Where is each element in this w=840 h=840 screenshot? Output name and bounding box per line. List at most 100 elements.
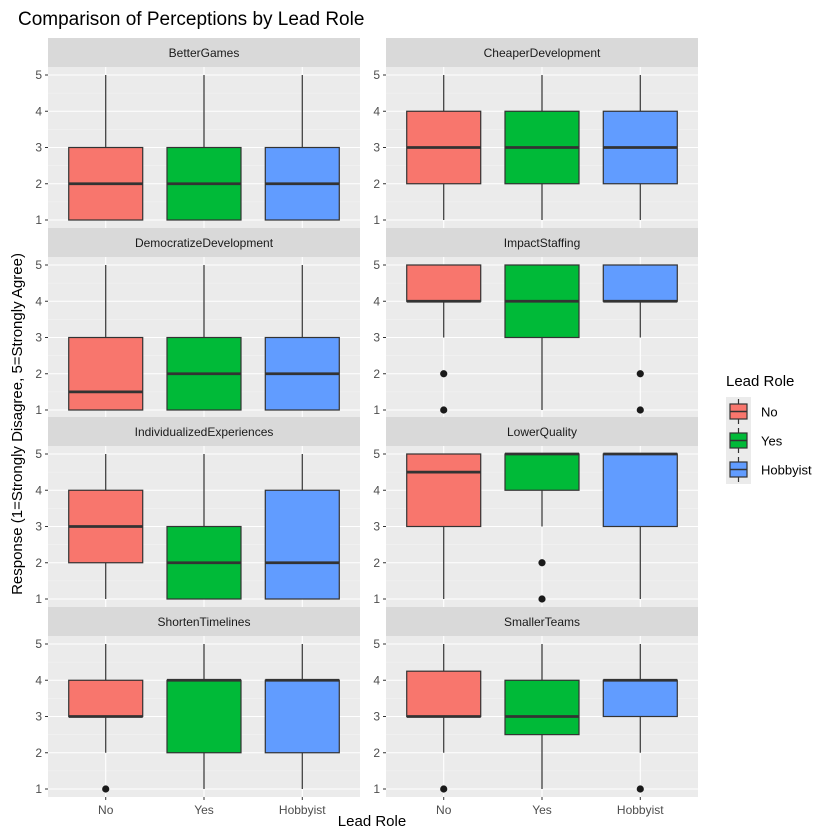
y-tick-label: 4 [35, 104, 42, 118]
y-tick-label: 5 [35, 258, 42, 272]
outlier-point [102, 785, 110, 793]
box-hobbyist [602, 75, 678, 220]
facet-panels: BetterGames 1 2 3 4 5 CheaperDevelopment 1 2 3 4 5 D… [35, 38, 698, 797]
box-hobbyist [264, 454, 340, 600]
box-no [406, 453, 482, 599]
box-no [406, 644, 482, 793]
legend-label: Yes [761, 434, 783, 449]
y-tick-label: 3 [373, 331, 380, 345]
box [504, 679, 580, 736]
box-no [68, 75, 144, 221]
box [406, 670, 482, 718]
box [68, 679, 144, 718]
x-axis: No Yes Hobbyist No Yes Hobbyist [98, 797, 664, 817]
panel-impactstaffing: ImpactStaffing 1 2 3 4 5 [373, 228, 698, 418]
y-tick-label: 3 [373, 141, 380, 155]
outlier-point [440, 370, 448, 378]
y-tick-label: 5 [35, 637, 42, 651]
legend-item-no: No [729, 399, 778, 424]
y-tick-label: 2 [373, 367, 380, 381]
facet-strip [386, 38, 698, 67]
box-no [68, 454, 144, 599]
legend-item-yes: Yes [729, 428, 783, 453]
panel-shortentimelines: ShortenTimelines 1 2 3 4 5 [35, 607, 360, 797]
facet-strip [48, 417, 360, 446]
y-tick-label: 3 [35, 331, 42, 345]
box-hobbyist [602, 264, 678, 414]
box-no [68, 644, 144, 793]
legend: Lead Role No Yes Hobbyist [726, 373, 812, 484]
box [602, 679, 678, 718]
box [264, 679, 340, 754]
box-hobbyist [264, 75, 340, 221]
chart-title: Comparison of Perceptions by Lead Role [18, 9, 364, 30]
x-tick-label: No [98, 803, 114, 817]
y-tick-label: 4 [373, 104, 380, 118]
outlier-point [440, 406, 448, 414]
y-tick-label: 3 [35, 710, 42, 724]
box-yes [166, 454, 242, 600]
y-tick-label: 4 [35, 294, 42, 308]
facet-label: ImpactStaffing [504, 236, 581, 250]
outlier-point [538, 595, 546, 603]
box [504, 453, 580, 491]
x-axis-title: Lead Role [338, 813, 406, 830]
facet-label: BetterGames [169, 46, 240, 60]
panel-lowerquality: LowerQuality 1 2 3 4 5 [373, 417, 698, 607]
legend-label: No [761, 405, 778, 420]
box-yes [166, 265, 242, 411]
y-tick-label: 1 [35, 782, 42, 796]
outlier-point [538, 559, 546, 567]
facet-strip [386, 607, 698, 636]
facet-label: ShortenTimelines [158, 615, 251, 629]
box [602, 264, 678, 302]
box-yes [504, 75, 580, 220]
y-tick-label: 2 [373, 556, 380, 570]
y-tick-label: 4 [35, 483, 42, 497]
y-tick-label: 1 [373, 592, 380, 606]
y-tick-label: 5 [35, 68, 42, 82]
facet-strip [386, 228, 698, 257]
panel-bettergames: BetterGames 1 2 3 4 5 [35, 38, 360, 228]
y-tick-label: 1 [35, 213, 42, 227]
facet-label: SmallerTeams [504, 615, 580, 629]
box [166, 679, 242, 754]
facet-strip [48, 228, 360, 257]
box-no [406, 264, 482, 414]
box [406, 264, 482, 302]
y-tick-label: 2 [35, 746, 42, 760]
box-yes [504, 264, 580, 410]
y-tick-label: 2 [35, 177, 42, 191]
panel-democratizedevelopment: DemocratizeDevelopment 1 2 3 4 5 [35, 228, 360, 418]
panel-cheaperdevelopment: CheaperDevelopment 1 2 3 4 5 [373, 38, 698, 228]
x-tick-label: Hobbyist [617, 803, 664, 817]
y-tick-label: 3 [373, 520, 380, 534]
y-tick-label: 1 [373, 782, 380, 796]
panel-individualizedexperiences: IndividualizedExperiences 1 2 3 4 5 [35, 417, 360, 607]
y-tick-label: 5 [373, 447, 380, 461]
x-tick-label: Yes [194, 803, 214, 817]
y-tick-label: 5 [373, 68, 380, 82]
facet-label: LowerQuality [507, 425, 577, 439]
y-axis-title: Response (1=Strongly Disagree, 5=Strongl… [9, 253, 26, 595]
x-tick-label: Hobbyist [279, 803, 326, 817]
facet-strip [48, 607, 360, 636]
box-hobbyist [264, 265, 340, 411]
facet-label: DemocratizeDevelopment [135, 236, 274, 250]
box-yes [504, 452, 580, 603]
facet-strip [48, 38, 360, 67]
outlier-point [636, 370, 644, 378]
box [68, 336, 144, 411]
panel-smallerteams: SmallerTeams 1 2 3 4 5 [373, 607, 698, 797]
box-yes [166, 644, 242, 789]
outlier-point [440, 785, 448, 793]
y-tick-label: 2 [373, 177, 380, 191]
y-tick-label: 1 [373, 213, 380, 227]
y-tick-label: 2 [373, 746, 380, 760]
facet-label: CheaperDevelopment [484, 46, 601, 60]
box [264, 489, 340, 600]
y-tick-label: 2 [35, 367, 42, 381]
facet-label: IndividualizedExperiences [135, 425, 274, 439]
box-no [68, 265, 144, 411]
